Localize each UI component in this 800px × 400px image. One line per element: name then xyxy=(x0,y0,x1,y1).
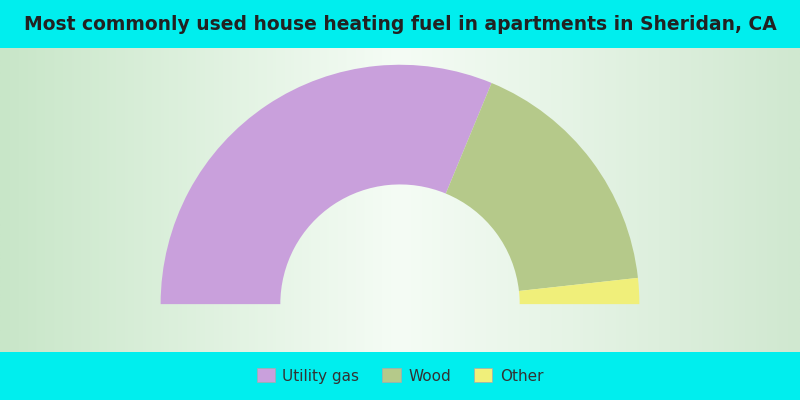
Wedge shape xyxy=(161,65,492,304)
Wedge shape xyxy=(446,83,638,291)
Text: Most commonly used house heating fuel in apartments in Sheridan, CA: Most commonly used house heating fuel in… xyxy=(24,14,776,34)
Legend: Utility gas, Wood, Other: Utility gas, Wood, Other xyxy=(250,362,550,390)
Wedge shape xyxy=(519,278,639,304)
